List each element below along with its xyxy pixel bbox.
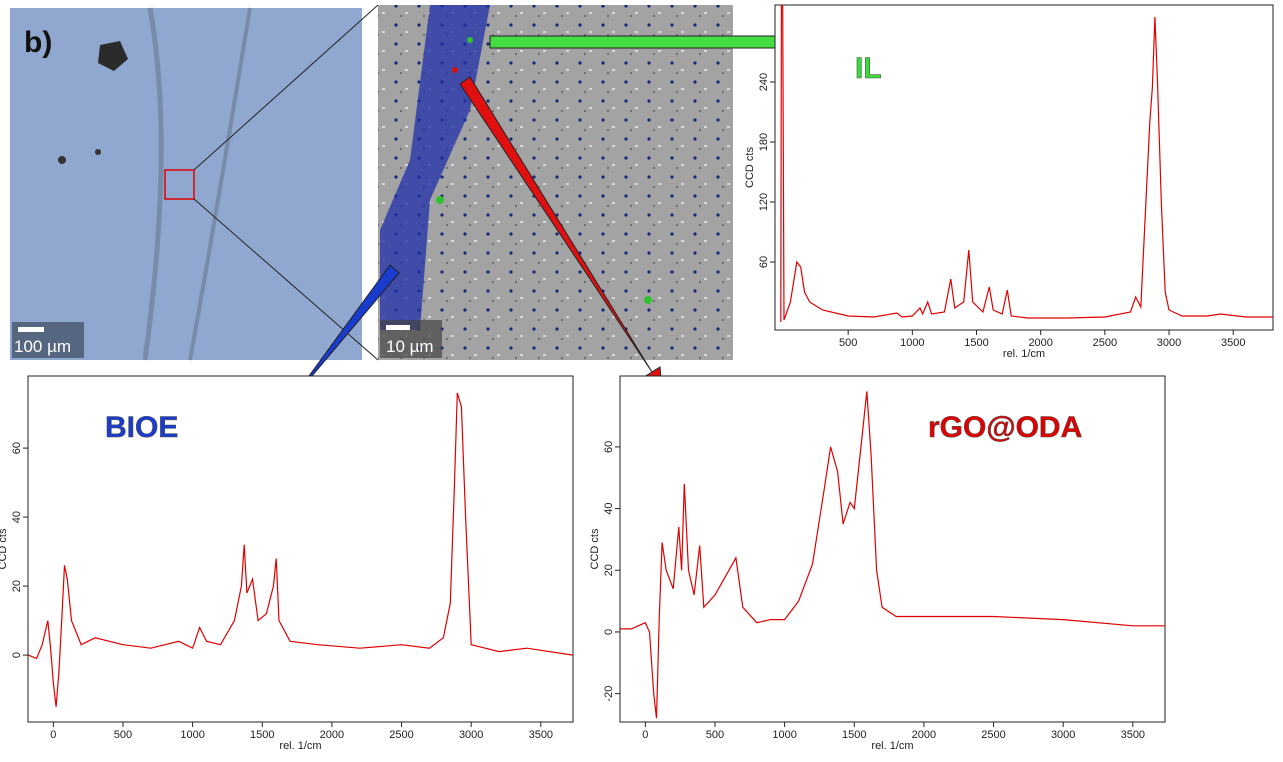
x-tick-label: 2500 [389, 729, 413, 741]
plot-frame [619, 375, 1166, 723]
x-tick-label: 1000 [900, 337, 924, 349]
y-axis-title: CCD cts [589, 528, 601, 569]
y-tick-label: 0 [11, 652, 23, 658]
y-tick-label: 180 [758, 133, 770, 151]
x-tick-label: 500 [114, 729, 132, 741]
x-tick-label: 1000 [772, 729, 796, 741]
micrograph: 100 µm b) [10, 7, 362, 361]
y-tick-label: 60 [603, 441, 615, 453]
x-tick-label: 3500 [1221, 337, 1245, 349]
y-tick-label: 40 [11, 511, 23, 523]
x-tick-label: 0 [642, 729, 648, 741]
plot-area [620, 391, 1165, 719]
y-tick-label: 120 [758, 193, 770, 211]
raman-map: 10 µm [378, 5, 733, 360]
y-tick-label: 60 [758, 256, 770, 268]
x-tick-label: 2500 [1093, 337, 1117, 349]
spectrum [28, 392, 573, 707]
x-tick-label: 3500 [529, 729, 553, 741]
spectrum [780, 5, 1273, 323]
x-tick-label: 1500 [842, 729, 866, 741]
y-axis-title: CCD cts [744, 147, 756, 188]
y-tick-label: 60 [11, 442, 23, 454]
y-tick-label: 240 [758, 73, 770, 91]
annotation: rGO@ODA [928, 411, 1082, 444]
annotation: IL [855, 52, 882, 85]
x-axis-title: rel. 1/cm [871, 740, 913, 752]
x-tick-label: 2000 [1028, 337, 1052, 349]
y-axis-title: CCD cts [0, 528, 9, 569]
y-tick-label: 40 [603, 502, 615, 514]
x-tick-label: 1500 [964, 337, 988, 349]
arrows [274, 29, 829, 417]
y-tick-label: 20 [11, 580, 23, 592]
x-tick-label: 500 [706, 729, 724, 741]
x-tick-label: 3000 [1157, 337, 1181, 349]
plot-frame [27, 375, 574, 723]
scale-bar-label: 10 µm [386, 337, 434, 356]
plot-area [780, 5, 1273, 323]
plot-area [28, 392, 573, 707]
y-tick-label: -20 [603, 686, 615, 702]
x-tick-label: 3000 [459, 729, 483, 741]
scale-bar-label: 100 µm [14, 337, 71, 356]
x-axis-title: rel. 1/cm [279, 740, 321, 752]
x-tick-label: 3000 [1051, 729, 1075, 741]
x-tick-label: 0 [50, 729, 56, 741]
x-tick-label: 2000 [320, 729, 344, 741]
x-tick-label: 3500 [1121, 729, 1145, 741]
x-axis-title: rel. 1/cm [1003, 348, 1045, 360]
x-tick-label: 2500 [981, 729, 1005, 741]
annotation: BIOE [105, 411, 178, 444]
y-tick-label: 20 [603, 564, 615, 576]
plot-frame [774, 4, 1274, 331]
spectrum [620, 391, 1165, 719]
y-tick-label: 0 [603, 629, 615, 635]
panel-label: b) [24, 26, 52, 59]
x-tick-label: 2000 [912, 729, 936, 741]
x-tick-label: 500 [839, 337, 857, 349]
x-tick-label: 1500 [250, 729, 274, 741]
x-tick-label: 1000 [180, 729, 204, 741]
